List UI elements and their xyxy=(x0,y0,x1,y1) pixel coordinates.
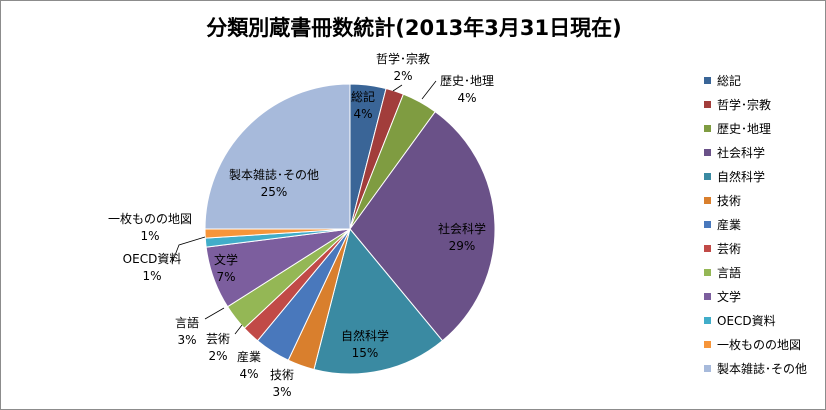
legend-swatch-7 xyxy=(704,221,711,228)
legend-swatch-5 xyxy=(704,173,711,180)
legend-label-13: 製本雑誌･その他 xyxy=(717,361,807,376)
legend-swatch-9 xyxy=(704,269,711,276)
leader-line-9 xyxy=(204,307,225,320)
data-label-4: 社会科学 29% xyxy=(438,221,486,253)
pie-slice-13 xyxy=(204,83,351,230)
legend-swatch-4 xyxy=(704,149,711,156)
legend-swatch-2 xyxy=(704,101,711,108)
legend-swatch-13 xyxy=(704,365,711,372)
legend-label-9: 言語 xyxy=(717,265,741,280)
leader-line-3 xyxy=(421,80,437,100)
data-label-13: 製本雑誌･その他 25% xyxy=(229,167,319,199)
data-label-1: 総記 4% xyxy=(351,89,375,121)
legend-swatch-1 xyxy=(704,77,711,84)
data-label-9: 言語 3% xyxy=(175,315,199,347)
data-label-7: 産業 4% xyxy=(237,349,261,381)
legend-label-10: 文学 xyxy=(717,289,741,304)
legend-swatch-3 xyxy=(704,125,711,132)
pie-slice-4 xyxy=(349,110,496,342)
data-label-10: 文学 7% xyxy=(214,252,238,284)
legend-label-12: 一枚ものの地図 xyxy=(717,337,801,352)
chart-title: 分類別蔵書冊数統計(2013年3月31日現在) xyxy=(206,16,621,40)
legend-label-5: 自然科学 xyxy=(717,169,765,184)
legend-label-4: 社会科学 xyxy=(717,145,765,160)
data-label-2: 哲学･宗教 2% xyxy=(376,51,430,83)
data-label-12: 一枚ものの地図 1% xyxy=(108,211,192,243)
legend-swatch-10 xyxy=(704,293,711,300)
legend-label-6: 技術 xyxy=(717,194,741,208)
legend-label-3: 歴史･地理 xyxy=(717,122,771,136)
legend-swatch-6 xyxy=(704,197,711,204)
legend-label-1: 総記 xyxy=(717,73,741,88)
legend-swatch-8 xyxy=(704,245,711,252)
legend-swatch-12 xyxy=(704,341,711,348)
leader-line-8 xyxy=(234,324,243,335)
data-label-5: 自然科学 15% xyxy=(341,328,389,360)
pie-slice-5 xyxy=(313,227,444,375)
legend-label-2: 哲学･宗教 xyxy=(717,97,771,112)
legend-label-11: OECD資料 xyxy=(717,314,776,328)
data-label-11: OECD資料 1% xyxy=(123,252,182,283)
legend-label-8: 芸術 xyxy=(717,242,741,256)
data-label-3: 歴史･地理 4% xyxy=(440,74,494,105)
leader-line-2 xyxy=(392,84,403,92)
legend-swatch-11 xyxy=(704,317,711,324)
data-label-6: 技術 3% xyxy=(270,368,294,399)
legend-label-7: 産業 xyxy=(717,217,741,232)
data-label-8: 芸術 2% xyxy=(206,332,230,363)
leader-line-11 xyxy=(171,236,206,264)
